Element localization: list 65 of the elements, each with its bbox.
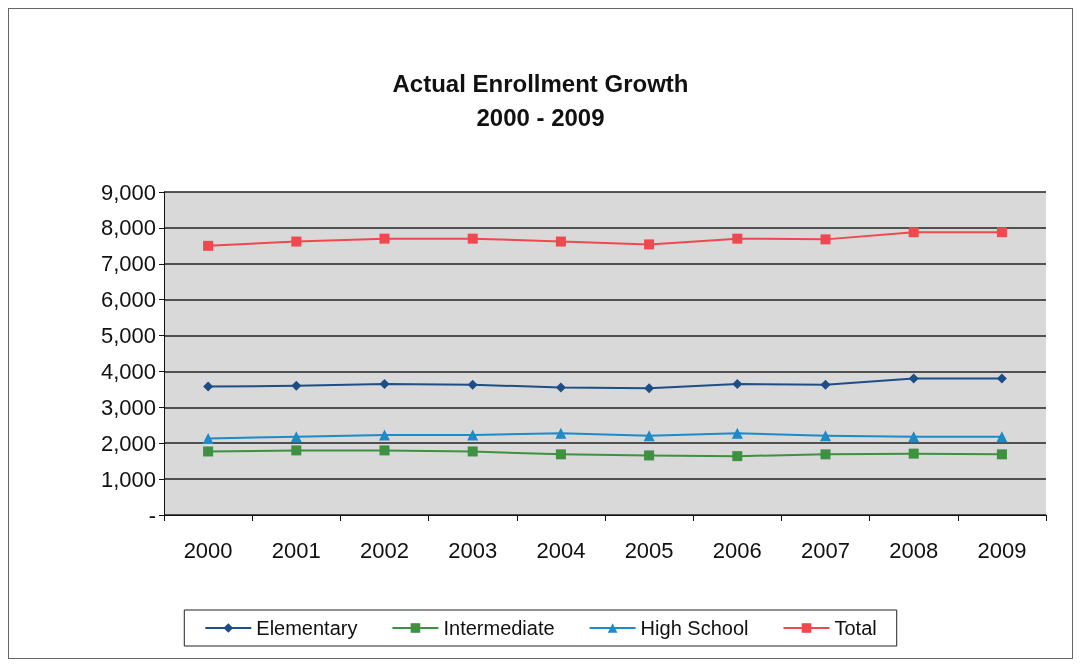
legend-label: Intermediate (443, 617, 555, 639)
point (732, 233, 743, 244)
x-tick-label: 2005 (624, 537, 674, 563)
point (908, 448, 919, 459)
x-tick-label: 2009 (977, 537, 1027, 563)
point (996, 431, 1008, 443)
point (291, 380, 302, 391)
y-tick-label: 9,000 (100, 179, 156, 205)
point (820, 234, 831, 245)
x-tick-label: 2007 (801, 537, 850, 563)
legend-label: Total (834, 617, 877, 639)
y-tick-label: 4,000 (100, 358, 156, 384)
point (732, 451, 743, 462)
y-tick-label: 5,000 (100, 323, 156, 349)
point (291, 445, 302, 456)
point (203, 446, 214, 457)
point (379, 379, 390, 390)
point (467, 233, 478, 244)
point (732, 379, 743, 390)
point (996, 373, 1007, 384)
y-tick-label: - (148, 502, 156, 528)
x-tick-label: 2002 (360, 537, 409, 563)
point (203, 240, 214, 251)
point (644, 450, 655, 461)
y-tick-label: 8,000 (100, 215, 156, 241)
point (996, 449, 1007, 460)
point (467, 379, 478, 390)
point (467, 429, 479, 441)
point (731, 427, 743, 439)
point (555, 449, 566, 460)
x-tick-label: 2003 (448, 537, 498, 563)
y-tick-label: 1,000 (100, 466, 156, 492)
point (291, 236, 302, 247)
point (643, 430, 655, 442)
point (644, 239, 655, 250)
point (908, 373, 919, 384)
y-tick-label: 3,000 (100, 394, 156, 420)
point (820, 449, 831, 460)
point (644, 383, 655, 394)
point (202, 433, 214, 445)
legend-label: High School (640, 617, 749, 639)
point (379, 233, 390, 244)
legend-label: Elementary (256, 617, 358, 639)
point (290, 431, 302, 443)
point (379, 445, 390, 456)
point (555, 236, 566, 247)
y-tick-label: 2,000 (100, 430, 156, 456)
x-tick-label: 2000 (183, 537, 233, 563)
y-tick-label: 6,000 (100, 287, 156, 313)
x-tick-label: 2006 (712, 537, 762, 563)
point (555, 427, 567, 439)
point (908, 431, 920, 443)
point (996, 227, 1007, 238)
point (379, 429, 390, 441)
chart-title: Actual Enrollment Growth 2000 - 2009 (392, 69, 689, 131)
x-tick-label: 2001 (271, 537, 321, 563)
x-tick-label: 2004 (536, 537, 586, 563)
point (467, 446, 478, 457)
point (820, 430, 831, 442)
point (203, 381, 214, 392)
point (908, 227, 919, 238)
x-tick-label: 2008 (889, 537, 939, 563)
y-tick-label: 7,000 (100, 251, 156, 277)
point (555, 382, 566, 393)
point (820, 379, 831, 390)
